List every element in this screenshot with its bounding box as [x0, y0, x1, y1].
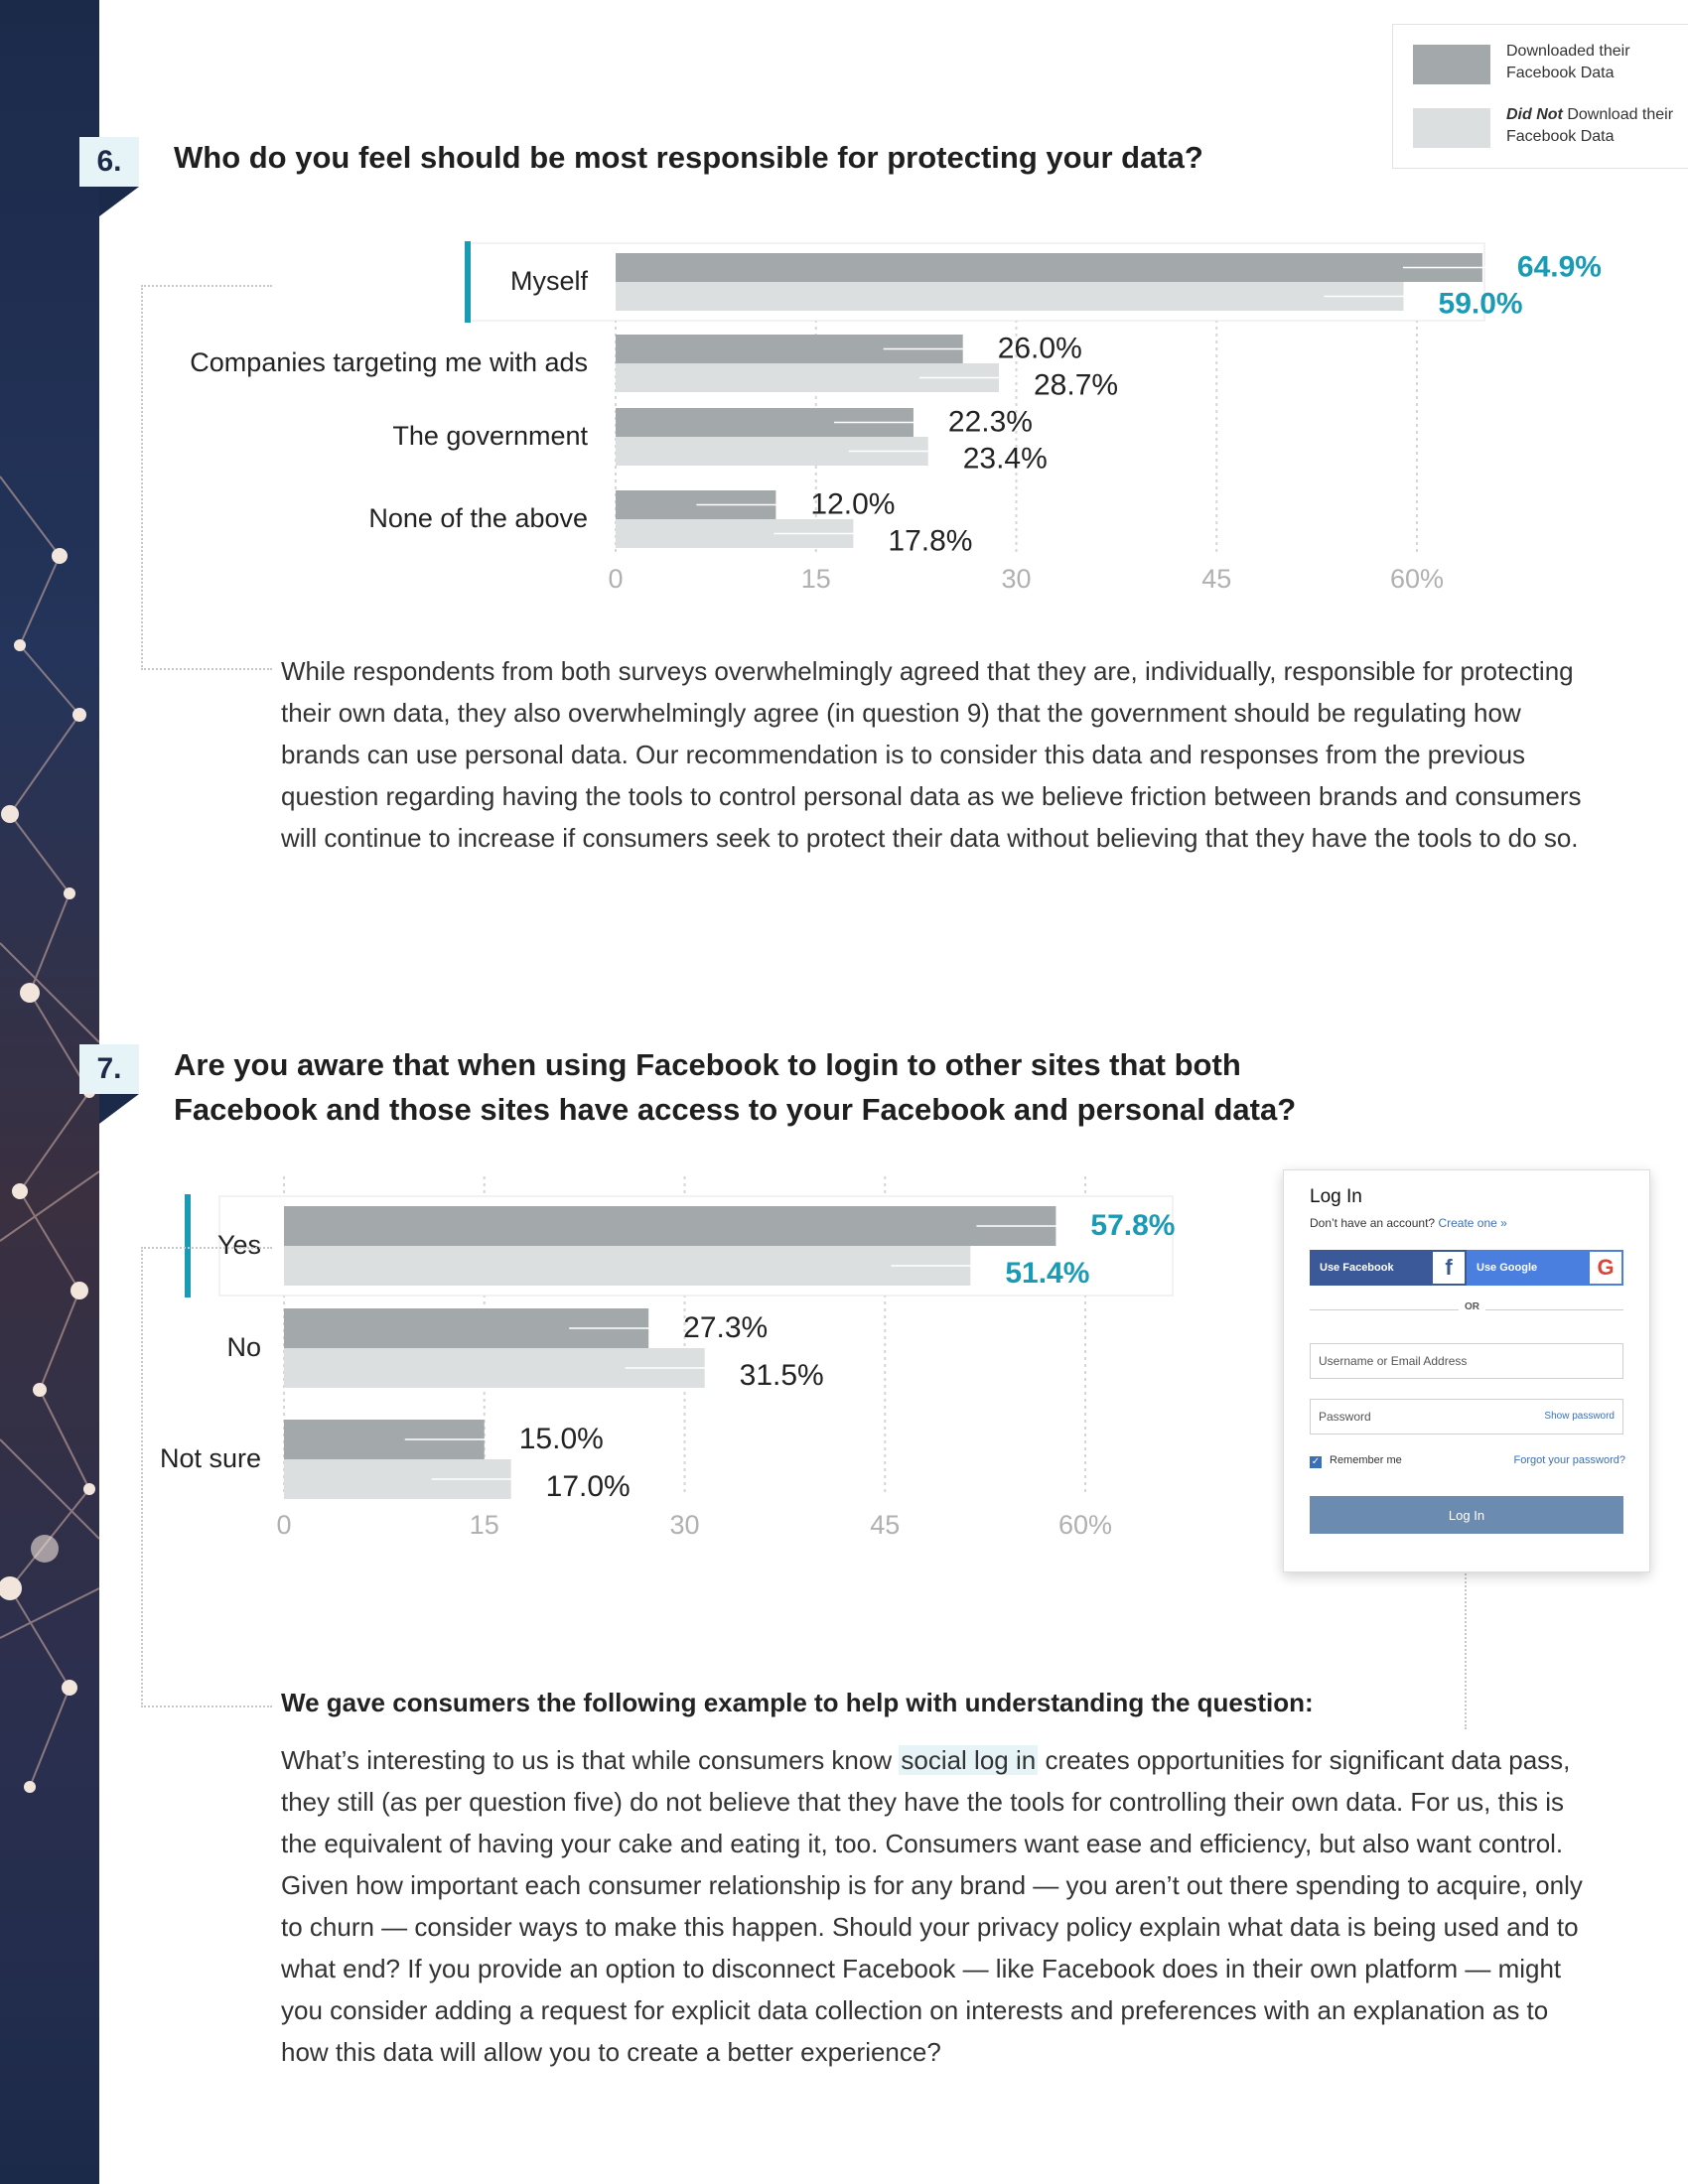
x-tick-label: 60%: [1058, 1510, 1112, 1540]
show-password-link[interactable]: Show password: [1544, 1411, 1615, 1422]
bar: [284, 1246, 971, 1286]
use-google-button[interactable]: Use Google G: [1467, 1250, 1623, 1286]
or-label: OR: [1459, 1301, 1485, 1312]
bar: [284, 1459, 511, 1499]
use-google-label: Use Google: [1477, 1262, 1538, 1274]
category-label: None of the above: [368, 503, 588, 533]
connector-bracket-q6: [141, 285, 272, 670]
data-label: 51.4%: [1005, 1257, 1089, 1290]
legend-swatch-did-not-download: [1413, 108, 1490, 148]
connector-dotted-login: [1465, 1570, 1467, 1729]
x-tick-label: 15: [470, 1510, 499, 1540]
data-label: 26.0%: [998, 333, 1082, 365]
create-account-link[interactable]: Create one »: [1438, 1216, 1507, 1230]
data-label: 22.3%: [948, 406, 1033, 439]
data-label: 57.8%: [1090, 1209, 1175, 1242]
question-7-title-line2: Facebook and those sites have access to …: [174, 1092, 1297, 1127]
legend-emphasis: Did Not: [1506, 106, 1563, 123]
question-6-paragraph: While respondents from both surveys over…: [281, 656, 1582, 853]
question-7-title-line1: Are you aware that when using Facebook t…: [174, 1047, 1241, 1082]
paragraph-text-before: What’s interesting to us is that while c…: [281, 1745, 900, 1775]
data-label: 31.5%: [740, 1359, 824, 1392]
bar: [616, 253, 1482, 282]
password-input[interactable]: Password Show password: [1310, 1399, 1623, 1434]
connector-bracket-q7: [141, 1247, 272, 1707]
login-submit-button[interactable]: Log In: [1310, 1496, 1623, 1534]
question-number-text: 7.: [96, 1052, 122, 1085]
x-tick-label: 45: [870, 1510, 900, 1540]
question-number-text: 6.: [96, 145, 122, 178]
login-subtitle: Don’t have an account? Create one »: [1310, 1216, 1507, 1230]
category-label: The government: [392, 421, 588, 451]
example-heading: We gave consumers the following example …: [281, 1688, 1314, 1717]
data-label: 23.4%: [963, 443, 1048, 476]
x-tick-label: 0: [608, 564, 623, 594]
question-7-paragraph: What’s interesting to us is that while c…: [281, 1739, 1592, 2073]
bar: [616, 282, 1404, 311]
use-facebook-button[interactable]: Use Facebook f: [1310, 1250, 1467, 1286]
x-tick-label: 30: [669, 1510, 699, 1540]
data-label: 12.0%: [810, 488, 895, 521]
bar: [616, 363, 1000, 392]
google-icon: G: [1590, 1252, 1621, 1284]
bar: [616, 519, 854, 548]
bar: [616, 335, 963, 363]
legend-label-did-not-download: Did Not Download their Facebook Data: [1506, 104, 1675, 148]
data-label: 17.0%: [546, 1470, 631, 1503]
chart-legend: Downloaded their Facebook Data Did Not D…: [1392, 24, 1688, 169]
bar: [284, 1420, 485, 1459]
highlighted-term: social log in: [899, 1745, 1039, 1775]
question-7-title: Are you aware that when using Facebook t…: [174, 1042, 1296, 1132]
paragraph-text-after: creates opportunities for significant da…: [281, 1745, 1583, 2067]
bar: [616, 490, 776, 519]
or-divider: OR: [1310, 1301, 1623, 1312]
bar: [284, 1308, 649, 1348]
data-label: 17.8%: [888, 525, 972, 558]
bar: [284, 1348, 705, 1388]
highlight-accent-bar: [465, 241, 471, 323]
highlight-card: [218, 1195, 1174, 1297]
login-example-card: Log In Don’t have an account? Create one…: [1283, 1169, 1650, 1572]
legend-label-rest: Download their Facebook Data: [1506, 106, 1674, 145]
login-subtitle-text: Don’t have an account?: [1310, 1216, 1436, 1230]
highlight-card: [466, 242, 1485, 322]
facebook-icon: f: [1433, 1252, 1465, 1284]
bar: [284, 1206, 1056, 1246]
remember-me-label: Remember me: [1330, 1454, 1402, 1466]
x-tick-label: 0: [276, 1510, 291, 1540]
category-label: Myself: [510, 266, 589, 296]
data-label: 64.9%: [1517, 251, 1602, 284]
question-number-7: 7.: [79, 1044, 139, 1124]
data-label: 59.0%: [1439, 288, 1523, 321]
data-label: 27.3%: [683, 1311, 768, 1344]
legend-swatch-downloaded: [1413, 45, 1490, 84]
question-6-title: Who do you feel should be most responsib…: [174, 140, 1203, 175]
x-tick-label: 45: [1201, 564, 1231, 594]
username-input[interactable]: Username or Email Address: [1310, 1343, 1623, 1379]
login-title: Log In: [1310, 1186, 1362, 1207]
x-tick-label: 15: [801, 564, 831, 594]
data-label: 15.0%: [519, 1423, 604, 1455]
use-facebook-label: Use Facebook: [1320, 1262, 1394, 1274]
x-tick-label: 30: [1001, 564, 1031, 594]
network-nodes-graphic: [0, 476, 99, 1793]
bar: [616, 408, 914, 437]
x-tick-label: 60%: [1390, 564, 1444, 594]
legend-label-downloaded: Downloaded their Facebook Data: [1506, 43, 1630, 81]
remember-me-checkbox[interactable]: ✓: [1310, 1456, 1322, 1468]
data-label: 28.7%: [1034, 369, 1118, 402]
question-number-6: 6.: [79, 137, 139, 216]
bar: [616, 437, 928, 466]
password-placeholder: Password: [1319, 1410, 1371, 1424]
forgot-password-link[interactable]: Forgot your password?: [1513, 1454, 1626, 1466]
